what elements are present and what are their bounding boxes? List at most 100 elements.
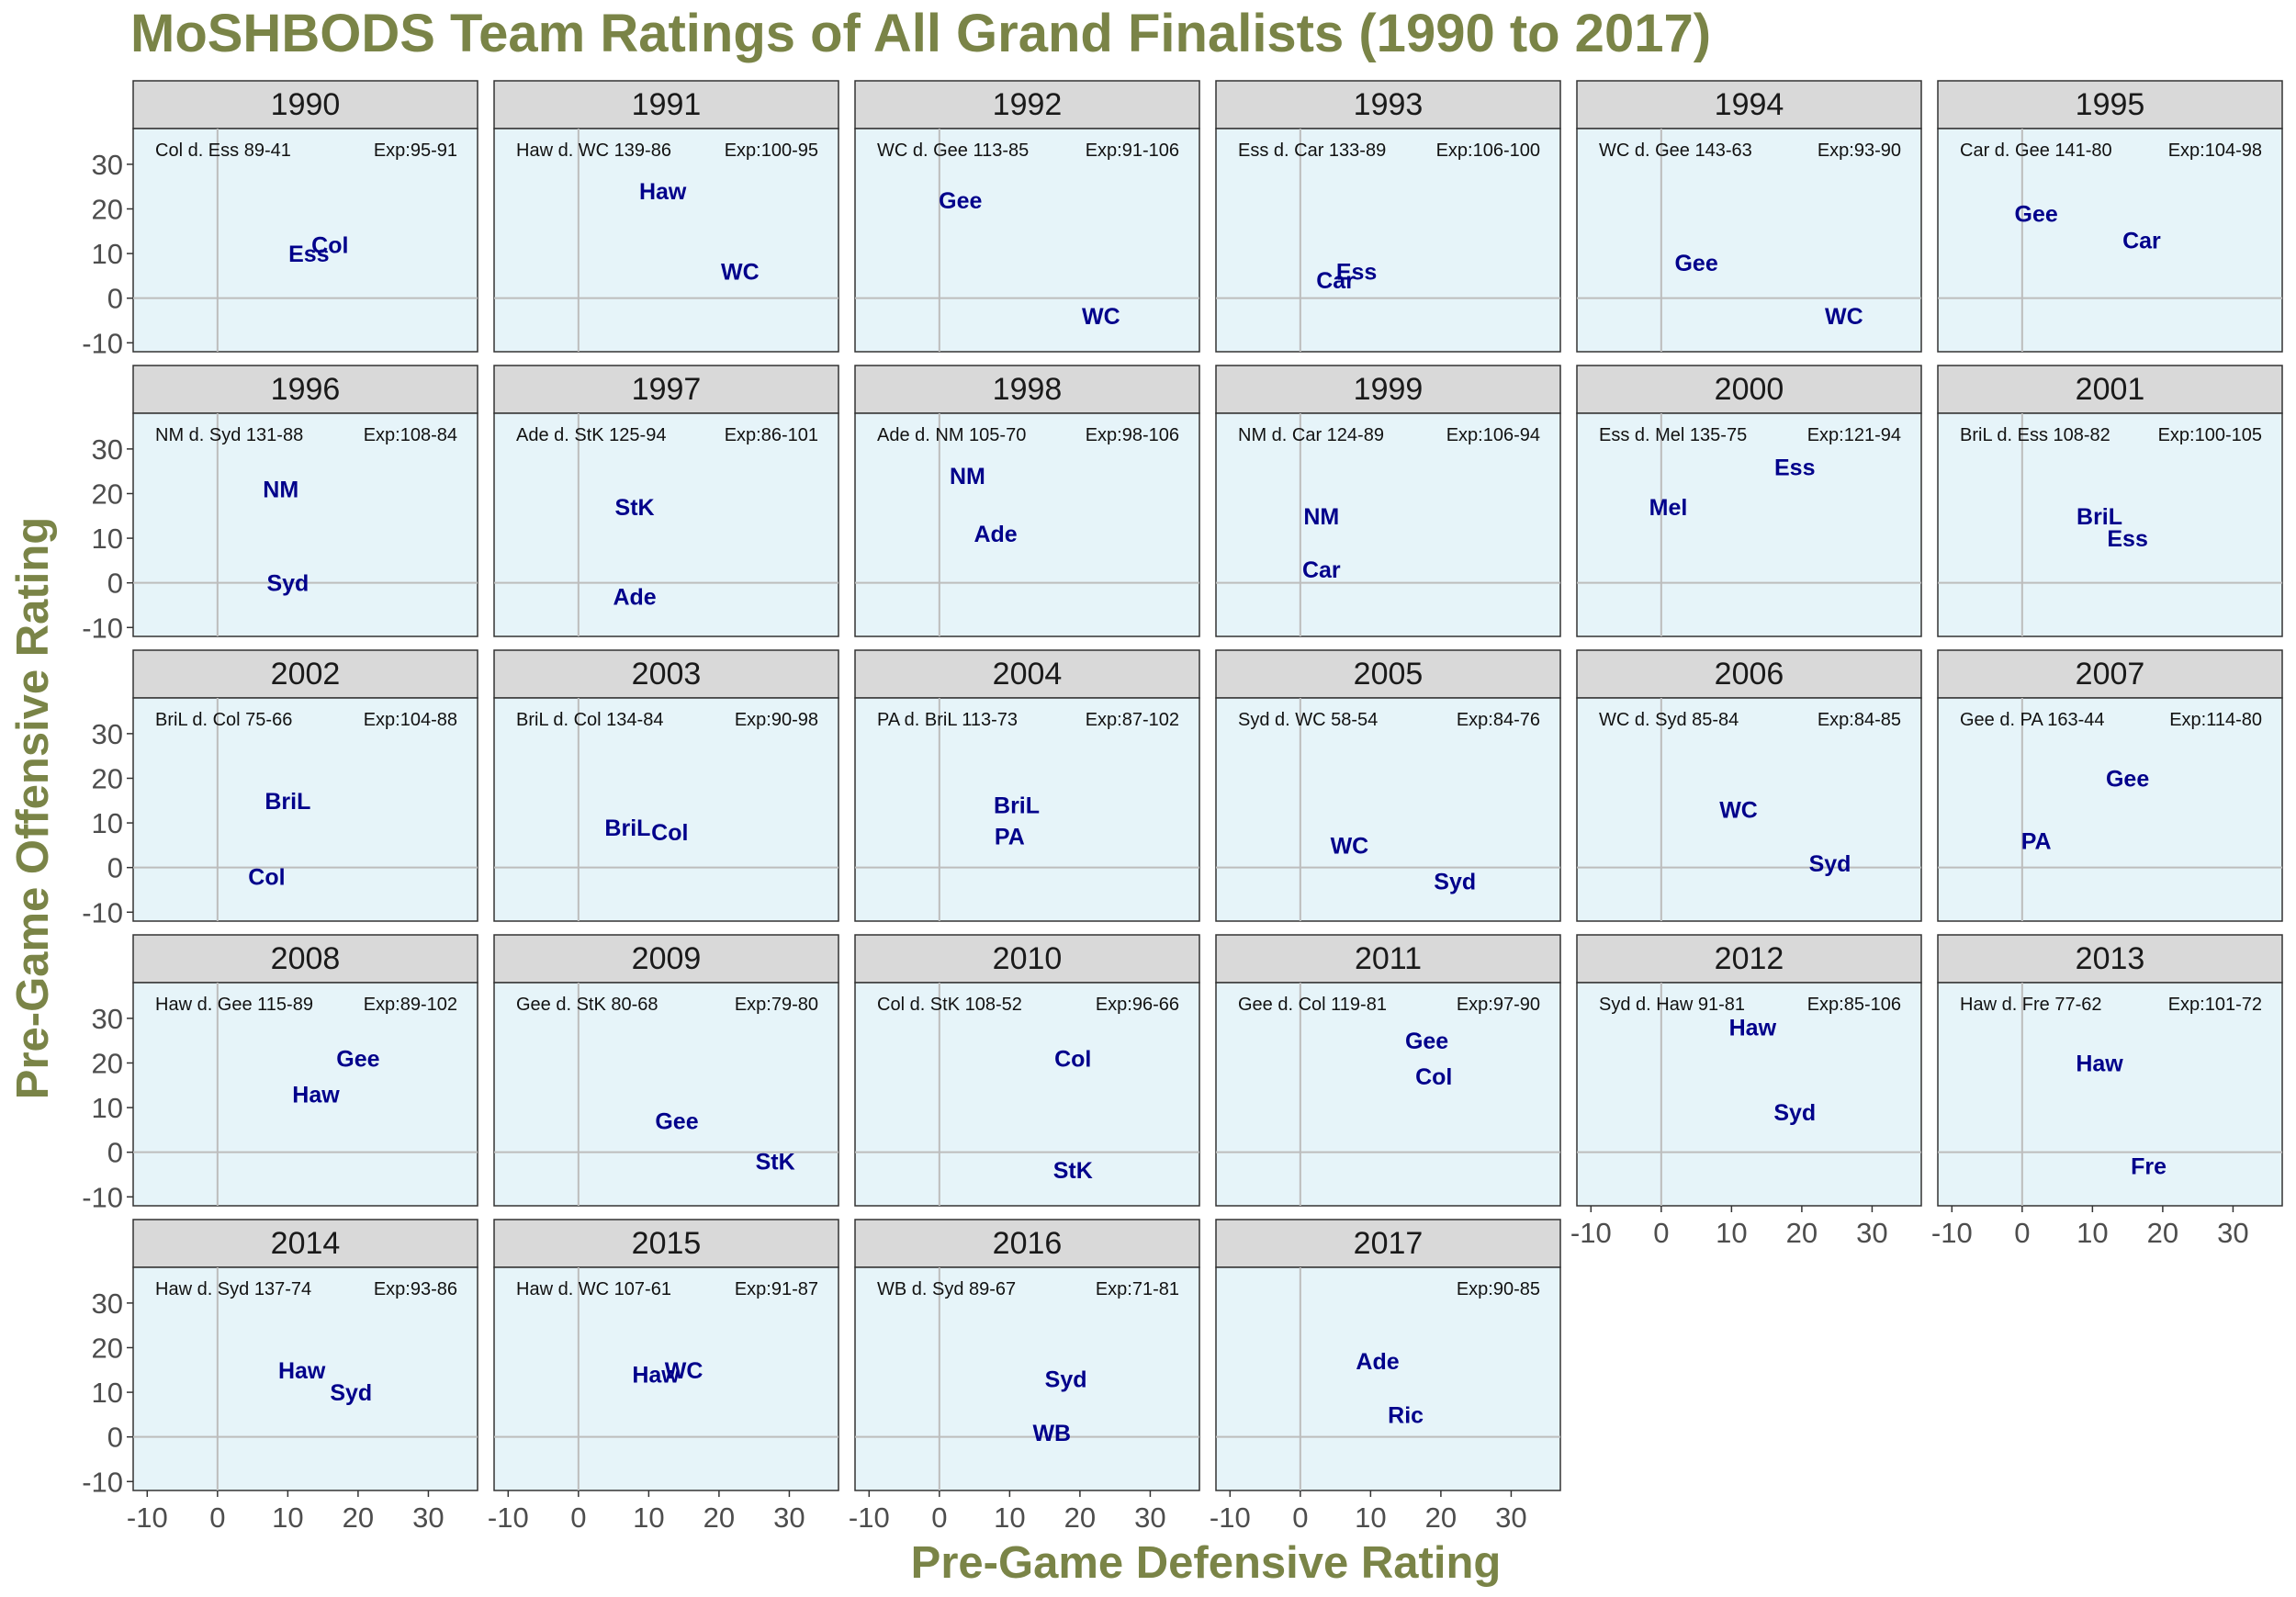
facet-panel (132, 697, 478, 922)
facet-year-label: 1998 (993, 372, 1063, 407)
y-tick-label: -10 (82, 612, 123, 644)
team-point-car: Car (1302, 557, 1341, 583)
result-annotation: BriL d. Col 134-84 (516, 710, 663, 730)
facet-strip (1215, 649, 1561, 699)
facet-panel (1576, 128, 1922, 353)
x-tick-label: -10 (1210, 1501, 1251, 1534)
result-annotation: Car d. Gee 141-80 (1960, 141, 2112, 161)
team-point-wc: WC (1719, 798, 1758, 824)
facet-year-label: 2009 (632, 941, 702, 976)
expected-annotation: Exp:100-95 (725, 141, 818, 161)
facet-year-label: 2008 (271, 941, 341, 976)
expected-annotation: Exp:90-85 (1457, 1279, 1540, 1299)
facet-year-label: 1990 (271, 87, 341, 122)
facet-year-label: 2010 (993, 941, 1063, 976)
facet-panel (493, 697, 839, 922)
team-point-gee: Gee (2106, 766, 2149, 792)
y-tick-label: -10 (82, 896, 123, 928)
x-tick-label: 0 (1292, 1501, 1308, 1534)
x-tick-label: 10 (1355, 1501, 1386, 1534)
facet-2000: 2000 Ess d. Mel 135-75 Exp:121-94 Ess Mel (1576, 365, 1922, 637)
x-tick-label: -10 (1931, 1217, 1973, 1249)
x-tick-label: 20 (1064, 1501, 1096, 1534)
facet-strip (493, 365, 839, 414)
facet-panel (493, 982, 839, 1207)
y-tick-label: 10 (92, 1377, 123, 1409)
team-point-ess: Ess (288, 242, 329, 267)
team-point-car: Car (2122, 229, 2161, 254)
facet-year-label: 1997 (632, 372, 702, 407)
x-tick-label: 20 (703, 1501, 735, 1534)
y-tick-label: 20 (92, 1047, 123, 1079)
expected-annotation: Exp:95-91 (374, 141, 457, 161)
team-point-mel: Mel (1649, 495, 1688, 521)
team-point-haw: Haw (1729, 1016, 1777, 1041)
team-point-col: Col (248, 864, 285, 890)
team-point-col: Col (651, 820, 688, 846)
x-tick-label: 10 (272, 1501, 303, 1534)
result-annotation: NM d. Syd 131-88 (155, 425, 303, 445)
facet-panel (1215, 412, 1561, 637)
facet-panel (1215, 697, 1561, 922)
facet-year-label: 2000 (1715, 372, 1784, 407)
result-annotation: Syd d. Haw 91-81 (1599, 995, 1745, 1015)
chart-title: MoSHBODS Team Ratings of All Grand Final… (130, 4, 1711, 63)
team-point-haw: Haw (632, 1363, 680, 1389)
x-tick-label: 30 (2217, 1217, 2248, 1249)
team-point-syd: Syd (1809, 851, 1851, 877)
x-tick-label: 30 (412, 1501, 444, 1534)
facet-1994: 1994 WC d. Gee 143-63 Exp:93-90 Gee WC (1576, 80, 1922, 353)
x-tick-label: 0 (209, 1501, 225, 1534)
team-point-syd: Syd (1773, 1100, 1816, 1126)
expected-annotation: Exp:93-86 (374, 1279, 457, 1299)
y-tick-label: 0 (107, 568, 123, 600)
team-point-syd: Syd (266, 571, 309, 597)
facet-panel (854, 128, 1200, 353)
facet-2005: 2005 Syd d. WC 58-54 Exp:84-76 WC Syd (1215, 649, 1561, 922)
facet-1995: 1995 Car d. Gee 141-80 Exp:104-98 Gee Car (1937, 80, 2283, 353)
facet-panel (1937, 128, 2283, 353)
result-annotation: Gee d. StK 80-68 (516, 995, 658, 1015)
facet-strip (854, 365, 1200, 414)
y-tick-label: 30 (92, 718, 123, 750)
expected-annotation: Exp:104-98 (2168, 141, 2262, 161)
team-point-wc: WC (1082, 304, 1120, 330)
expected-annotation: Exp:104-88 (364, 710, 457, 730)
x-tick-label: 0 (570, 1501, 586, 1534)
facet-grid: 1990 Col d. Ess 89-41 Exp:95-91 Col Ess -10 0 1… (82, 80, 2283, 1534)
expected-annotation: Exp:91-87 (735, 1279, 818, 1299)
facet-strip (1576, 934, 1922, 984)
team-point-haw: Haw (292, 1083, 340, 1108)
x-tick-label: 10 (2077, 1217, 2108, 1249)
result-annotation: Gee d. PA 163-44 (1960, 710, 2105, 730)
result-annotation: Col d. Ess 89-41 (155, 141, 291, 161)
facet-year-label: 1996 (271, 372, 341, 407)
result-annotation: WC d. Syd 85-84 (1599, 710, 1739, 730)
facet-strip (1937, 649, 2283, 699)
facet-year-label: 2001 (2076, 372, 2145, 407)
team-point-bril: BriL (994, 793, 1040, 819)
facet-panel (1937, 697, 2283, 922)
facet-year-label: 1992 (993, 87, 1063, 122)
facet-strip (132, 365, 478, 414)
expected-annotation: Exp:90-98 (735, 710, 818, 730)
facet-strip (1576, 80, 1922, 129)
x-tick-label: 20 (343, 1501, 374, 1534)
facet-strip (1215, 80, 1561, 129)
x-tick-label: -10 (127, 1501, 168, 1534)
y-tick-label: 30 (92, 149, 123, 181)
facet-year-label: 1994 (1715, 87, 1784, 122)
x-tick-label: 0 (931, 1501, 947, 1534)
y-tick-label: 20 (92, 762, 123, 794)
x-tick-label: 30 (1856, 1217, 1887, 1249)
team-point-nm: NM (263, 478, 298, 503)
expected-annotation: Exp:108-84 (364, 425, 457, 445)
team-point-haw: Haw (639, 179, 687, 205)
x-tick-label: 30 (773, 1501, 805, 1534)
team-point-syd: Syd (330, 1380, 372, 1406)
facet-strip (132, 1219, 478, 1268)
